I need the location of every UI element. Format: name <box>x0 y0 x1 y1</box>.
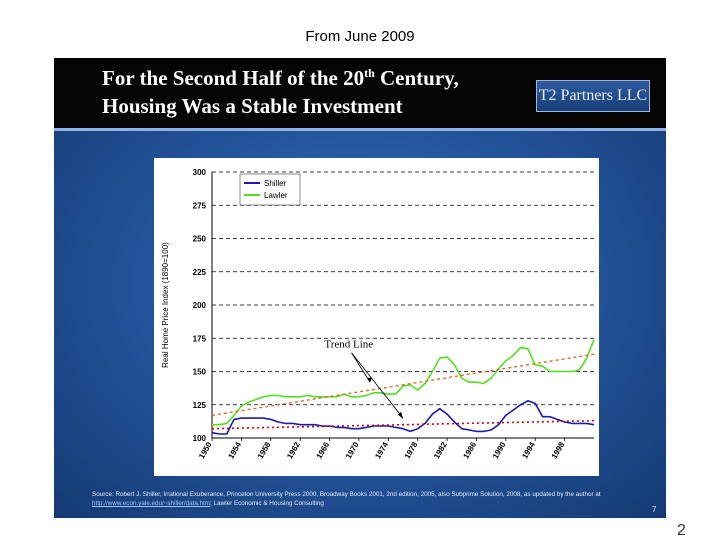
x-tick-label: 1958 <box>256 440 273 460</box>
trend-line-annotation: Trend Line <box>324 339 373 351</box>
slide: For the Second Half of the 20th Century,… <box>54 58 666 518</box>
x-tick-label: 1986 <box>462 440 479 460</box>
x-tick-label: 1974 <box>373 440 390 460</box>
chart-panel: 100 125 150 175 200 225 250 275 300 1950 1954 1958 1… <box>154 158 599 476</box>
y-tick-label: 150 <box>193 368 207 377</box>
annotation-arrowhead-upper <box>366 377 372 383</box>
slide-title-superscript: th <box>364 66 375 80</box>
company-logo: T2 Partners LLC <box>536 80 650 112</box>
y-tick-label: 275 <box>193 201 207 210</box>
page-number: 2 <box>677 522 686 539</box>
x-tick-label: 1954 <box>226 440 243 460</box>
source-text: Source: Robert J. Shiller, Irrational Ex… <box>92 491 601 498</box>
x-tick-label: 1994 <box>520 440 537 460</box>
annotation-arrow-lower <box>351 352 404 419</box>
series-line-lawler <box>212 339 595 426</box>
series-line-trend-lower <box>211 419 595 430</box>
series-line-trend-upper <box>211 353 595 417</box>
x-tick-label: 1982 <box>432 440 449 460</box>
slide-number: 7 <box>652 505 657 514</box>
slide-title-line-2: Housing Was a Stable Investment <box>102 94 403 118</box>
y-tick-label: 175 <box>193 334 207 343</box>
header-divider <box>54 128 666 131</box>
legend-entry-lawler: Lawler <box>264 191 288 200</box>
legend-entry-shiller: Shiller <box>264 179 287 188</box>
y-tick-label: 225 <box>193 268 207 277</box>
source-text-end: ; Lawler Economic & Housing Consulting <box>210 500 324 507</box>
y-tick-label: 125 <box>193 401 207 410</box>
source-note: Source: Robert J. Shiller, Irrational Ex… <box>92 490 652 508</box>
line-chart: 100 125 150 175 200 225 250 275 300 1950 1954 1958 1… <box>161 168 595 460</box>
annotation-arrow-upper <box>351 352 371 383</box>
x-tick-label: 1998 <box>550 440 567 460</box>
x-tick-label: 1962 <box>285 440 302 460</box>
source-link[interactable]: http://www.econ.yale.edu/~shiller/data.h… <box>92 500 211 507</box>
x-tick-label: 1990 <box>491 440 508 460</box>
slide-title-part: Century, <box>374 66 459 90</box>
slide-title-line-1: For the Second Half of the 20th Century, <box>102 66 459 91</box>
y-tick-label: 200 <box>193 301 207 310</box>
x-tick-label: 1966 <box>315 440 332 460</box>
y-tick-label: 250 <box>193 235 207 244</box>
series-line-shiller <box>211 400 595 435</box>
slide-title-part: For the Second Half of the 20 <box>102 66 365 90</box>
x-tick-label: 1978 <box>403 440 420 460</box>
y-tick-label: 100 <box>193 434 207 443</box>
x-tick-label: 1950 <box>197 440 214 460</box>
annotation-arrowhead-lower <box>398 411 403 419</box>
page-caption: From June 2009 <box>305 28 415 45</box>
x-tick-label: 1970 <box>344 440 361 460</box>
y-tick-label: 300 <box>193 168 207 177</box>
y-axis-label: Real Home Price Index (1890=100) <box>161 242 170 368</box>
legend-box <box>239 173 301 206</box>
logo-reflection <box>544 112 644 120</box>
